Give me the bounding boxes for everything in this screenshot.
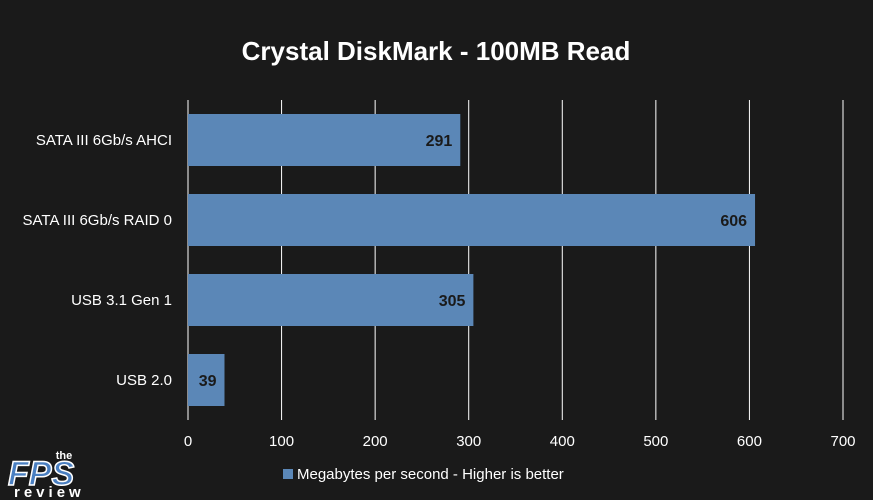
legend: Megabytes per second - Higher is better	[283, 466, 564, 483]
x-tick-label: 200	[363, 433, 388, 450]
category-label: SATA III 6Gb/s AHCI	[36, 132, 172, 149]
bars: 291 606 305 39	[188, 114, 756, 406]
logo-the-text: the	[56, 450, 73, 462]
data-label: 291	[426, 133, 453, 150]
category-label: USB 2.0	[116, 372, 172, 389]
logo-main-text: FPS	[8, 455, 74, 493]
data-label: 606	[720, 213, 747, 230]
x-tick-label: 600	[737, 433, 762, 450]
bar	[188, 114, 461, 166]
x-tick-label: 100	[269, 433, 294, 450]
chart-title: Crystal DiskMark - 100MB Read	[242, 36, 631, 66]
x-tick-label: 700	[830, 433, 855, 450]
category-label: SATA III 6Gb/s RAID 0	[23, 212, 173, 229]
category-labels: SATA III 6Gb/s AHCI SATA III 6Gb/s RAID 0…	[23, 132, 173, 389]
x-axis-ticks: 0 100 200 300 400 500 600 700	[184, 433, 856, 450]
x-tick-label: 400	[550, 433, 575, 450]
x-tick-label: 500	[643, 433, 668, 450]
x-tick-label: 0	[184, 433, 192, 450]
bar	[188, 274, 474, 326]
category-label: USB 3.1 Gen 1	[71, 292, 172, 309]
bar	[188, 194, 756, 246]
data-label: 39	[199, 373, 217, 390]
data-label: 305	[439, 293, 466, 310]
fps-review-logo: the FPS review	[7, 450, 85, 500]
legend-label: Megabytes per second - Higher is better	[297, 466, 564, 483]
logo-sub-text: review	[14, 484, 85, 500]
legend-swatch	[283, 469, 293, 479]
x-tick-label: 300	[456, 433, 481, 450]
bar	[188, 354, 225, 406]
